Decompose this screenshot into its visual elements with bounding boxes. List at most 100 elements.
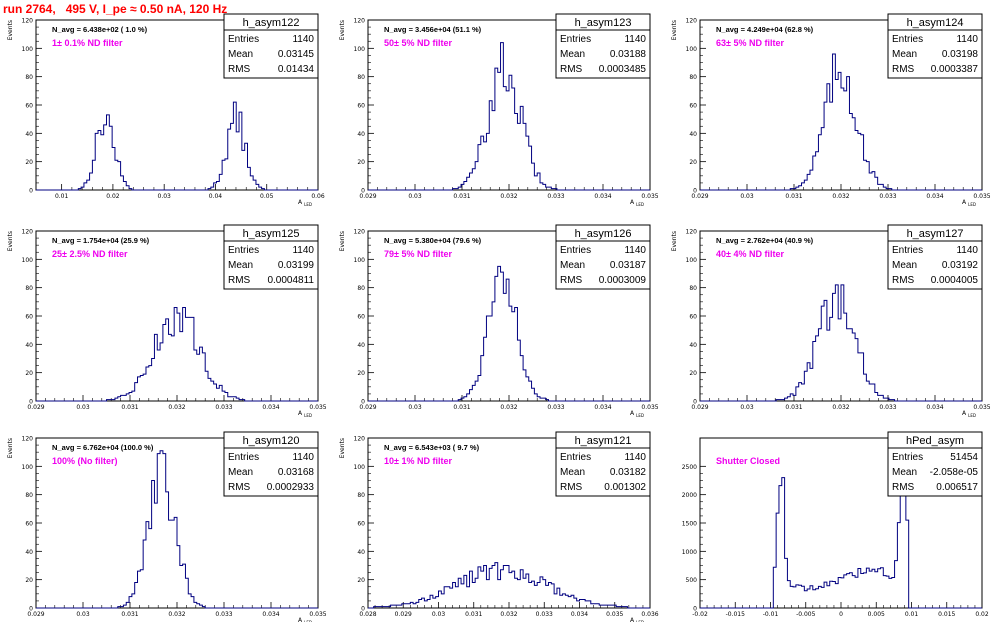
stats-value: 0.03199 [278, 260, 315, 271]
histogram-line [368, 42, 650, 191]
histogram-line [368, 562, 650, 609]
x-tick-label: 0.036 [641, 611, 658, 618]
y-tick-label: 20 [689, 159, 697, 166]
x-tick-label: 0.01 [55, 193, 69, 200]
x-axis-label-sub: LED [304, 620, 312, 622]
histogram-line [36, 450, 318, 609]
y-tick-label: 100 [686, 46, 698, 53]
x-tick-label: 0.034 [262, 404, 279, 411]
y-tick-label: 40 [357, 131, 365, 138]
stats-value: 0.03192 [942, 260, 979, 271]
stats-value: 0.03198 [942, 49, 979, 60]
x-tick-label: 0.034 [594, 404, 611, 411]
y-tick-label: 80 [689, 74, 697, 81]
stats-label: Entries [560, 34, 591, 45]
stats-label: RMS [560, 275, 583, 286]
x-tick-label: 0.032 [500, 404, 517, 411]
stats-value: 1140 [292, 452, 314, 463]
navg-label: N_avg = 1.754e+04 (25.9 %) [52, 236, 150, 245]
histogram-panel-h_asym125: 0 20 40 60 80 100 120 0.029 0.03 0.031 0.032 0.033 0… [7, 224, 327, 418]
filter-label: 40± 4% ND filter [716, 249, 784, 259]
x-tick-label: 0.033 [879, 193, 896, 200]
stats-label: Entries [228, 245, 259, 256]
stats-label: RMS [892, 275, 915, 286]
y-tick-label: 20 [25, 370, 33, 377]
y-tick-label: 20 [689, 370, 697, 377]
navg-label: N_avg = 2.762e+04 (40.9 %) [716, 236, 814, 245]
histogram-name: h_asym121 [575, 435, 632, 447]
y-tick-label: 40 [25, 549, 33, 556]
stats-box [223, 224, 319, 290]
y-tick-label: 40 [25, 131, 33, 138]
histogram-line [368, 265, 650, 402]
stats-label: RMS [892, 64, 915, 75]
filter-label: 50± 5% ND filter [384, 38, 452, 48]
stats-label: Mean [228, 49, 253, 60]
x-axis-label-sub: LED [304, 413, 312, 418]
y-tick-label: 80 [25, 492, 33, 499]
x-tick-label: 0.029 [395, 611, 412, 618]
histogram-panel-h_asym126: 0 20 40 60 80 100 120 0.029 0.03 0.031 0.032 0.033 0… [339, 224, 659, 418]
x-tick-label: 0.02 [975, 611, 989, 618]
stats-value: 0.006517 [936, 482, 978, 493]
x-tick-label: 0.032 [832, 404, 849, 411]
navg-label: N_avg = 4.249e+04 (62.8 %) [716, 25, 814, 34]
y-tick-label: 0 [693, 606, 697, 613]
y-tick-label: 40 [25, 342, 33, 349]
stats-value: 0.03182 [610, 467, 647, 478]
stats-value: 0.03168 [278, 467, 315, 478]
y-tick-label: 20 [357, 577, 365, 584]
x-axis-label-sub: LED [636, 620, 644, 622]
stats-value: 1140 [624, 245, 646, 256]
histogram-name: h_asym122 [243, 17, 300, 29]
stats-value: 1140 [956, 34, 978, 45]
filter-label: 79± 5% ND filter [384, 249, 452, 259]
x-tick-label: 0.033 [536, 611, 553, 618]
stats-label: Entries [892, 34, 923, 45]
x-tick-label: 0.035 [606, 611, 623, 618]
y-tick-label: 60 [25, 314, 33, 321]
y-axis-label: Events [7, 231, 14, 251]
y-tick-label: 20 [357, 159, 365, 166]
y-tick-label: 2000 [682, 492, 697, 499]
x-tick-label: 0.031 [453, 193, 470, 200]
x-tick-label: 0.031 [121, 611, 138, 618]
x-tick-label: 0.02 [106, 193, 120, 200]
y-tick-label: 120 [354, 229, 366, 236]
x-tick-label: 0 [839, 611, 843, 618]
stats-value: 0.0004811 [267, 275, 314, 286]
canvas-title: run 2764, 495 V, I_pe ≈ 0.50 nA, 120 Hz [3, 2, 228, 16]
filter-label: 100% (No filter) [52, 456, 118, 466]
stats-label: Mean [560, 260, 585, 271]
histogram-panel-h_asym122: 0 20 40 60 80 100 120 0.01 0.02 0.03 0.04 0.05 0.06 E… [7, 13, 325, 207]
y-tick-label: 40 [689, 131, 697, 138]
y-tick-label: 80 [357, 74, 365, 81]
histogram-name: h_asym126 [575, 228, 632, 240]
y-tick-label: 120 [686, 18, 698, 25]
navg-label: N_avg = 6.543e+03 ( 9.7 %) [384, 443, 480, 452]
x-tick-label: 0.034 [571, 611, 588, 618]
y-tick-label: 0 [29, 399, 33, 406]
stats-box [887, 13, 983, 79]
x-tick-label: 0.034 [262, 611, 279, 618]
y-tick-label: 20 [25, 159, 33, 166]
x-tick-label: 0.03 [76, 404, 90, 411]
x-tick-label: 0.035 [309, 611, 326, 618]
y-tick-label: 0 [29, 188, 33, 195]
y-tick-label: 120 [354, 436, 366, 443]
x-tick-label: 0.028 [359, 611, 376, 618]
y-tick-label: 80 [25, 74, 33, 81]
y-tick-label: 0 [361, 188, 365, 195]
stats-value: 0.01434 [278, 64, 315, 75]
stats-label: RMS [560, 482, 583, 493]
stats-value: 0.03188 [610, 49, 647, 60]
y-tick-label: 0 [361, 399, 365, 406]
x-tick-label: 0.032 [168, 611, 185, 618]
filter-label: 1± 0.1% ND filter [52, 38, 123, 48]
stats-value: 1140 [292, 34, 314, 45]
stats-label: Entries [892, 245, 923, 256]
stats-box [223, 13, 319, 79]
x-tick-label: 0.06 [311, 193, 325, 200]
